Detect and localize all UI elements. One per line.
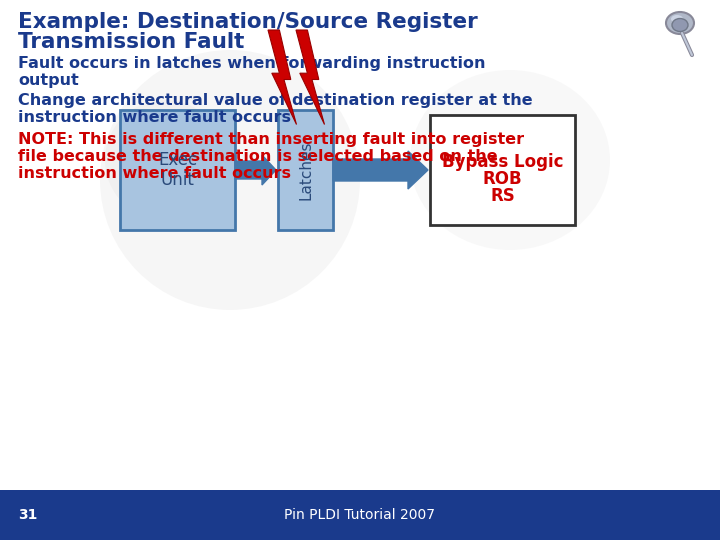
Bar xyxy=(278,110,333,230)
Text: instruction where fault occurs: instruction where fault occurs xyxy=(18,110,291,125)
Text: instruction where fault occurs: instruction where fault occurs xyxy=(18,166,291,181)
Text: Bypass Logic: Bypass Logic xyxy=(442,153,563,171)
Text: Fault occurs in latches when forwarding instruction: Fault occurs in latches when forwarding … xyxy=(18,56,485,71)
Bar xyxy=(120,110,235,230)
Text: Latches: Latches xyxy=(298,140,313,200)
Ellipse shape xyxy=(672,18,688,31)
Polygon shape xyxy=(268,30,297,125)
Text: Pin PLDI Tutorial 2007: Pin PLDI Tutorial 2007 xyxy=(284,508,436,522)
Text: ROB: ROB xyxy=(482,170,522,188)
Bar xyxy=(0,490,720,540)
Text: file because the destination is selected based on the: file because the destination is selected… xyxy=(18,149,498,164)
Text: Exec
Unit: Exec Unit xyxy=(158,151,197,190)
Ellipse shape xyxy=(410,70,610,250)
Text: output: output xyxy=(18,73,78,88)
Ellipse shape xyxy=(666,12,694,34)
Polygon shape xyxy=(296,30,325,125)
Text: Change architectural value of destination register at the: Change architectural value of destinatio… xyxy=(18,93,533,108)
Text: Transmission Fault: Transmission Fault xyxy=(18,32,244,52)
Ellipse shape xyxy=(671,15,683,23)
Text: 31: 31 xyxy=(18,508,37,522)
FancyArrow shape xyxy=(333,151,428,189)
Text: RS: RS xyxy=(490,187,515,205)
Ellipse shape xyxy=(100,50,360,310)
Text: NOTE: This is different than inserting fault into register: NOTE: This is different than inserting f… xyxy=(18,132,524,147)
FancyArrow shape xyxy=(235,155,276,185)
Ellipse shape xyxy=(105,100,225,220)
Text: Example: Destination/Source Register: Example: Destination/Source Register xyxy=(18,12,478,32)
Bar xyxy=(430,115,575,225)
